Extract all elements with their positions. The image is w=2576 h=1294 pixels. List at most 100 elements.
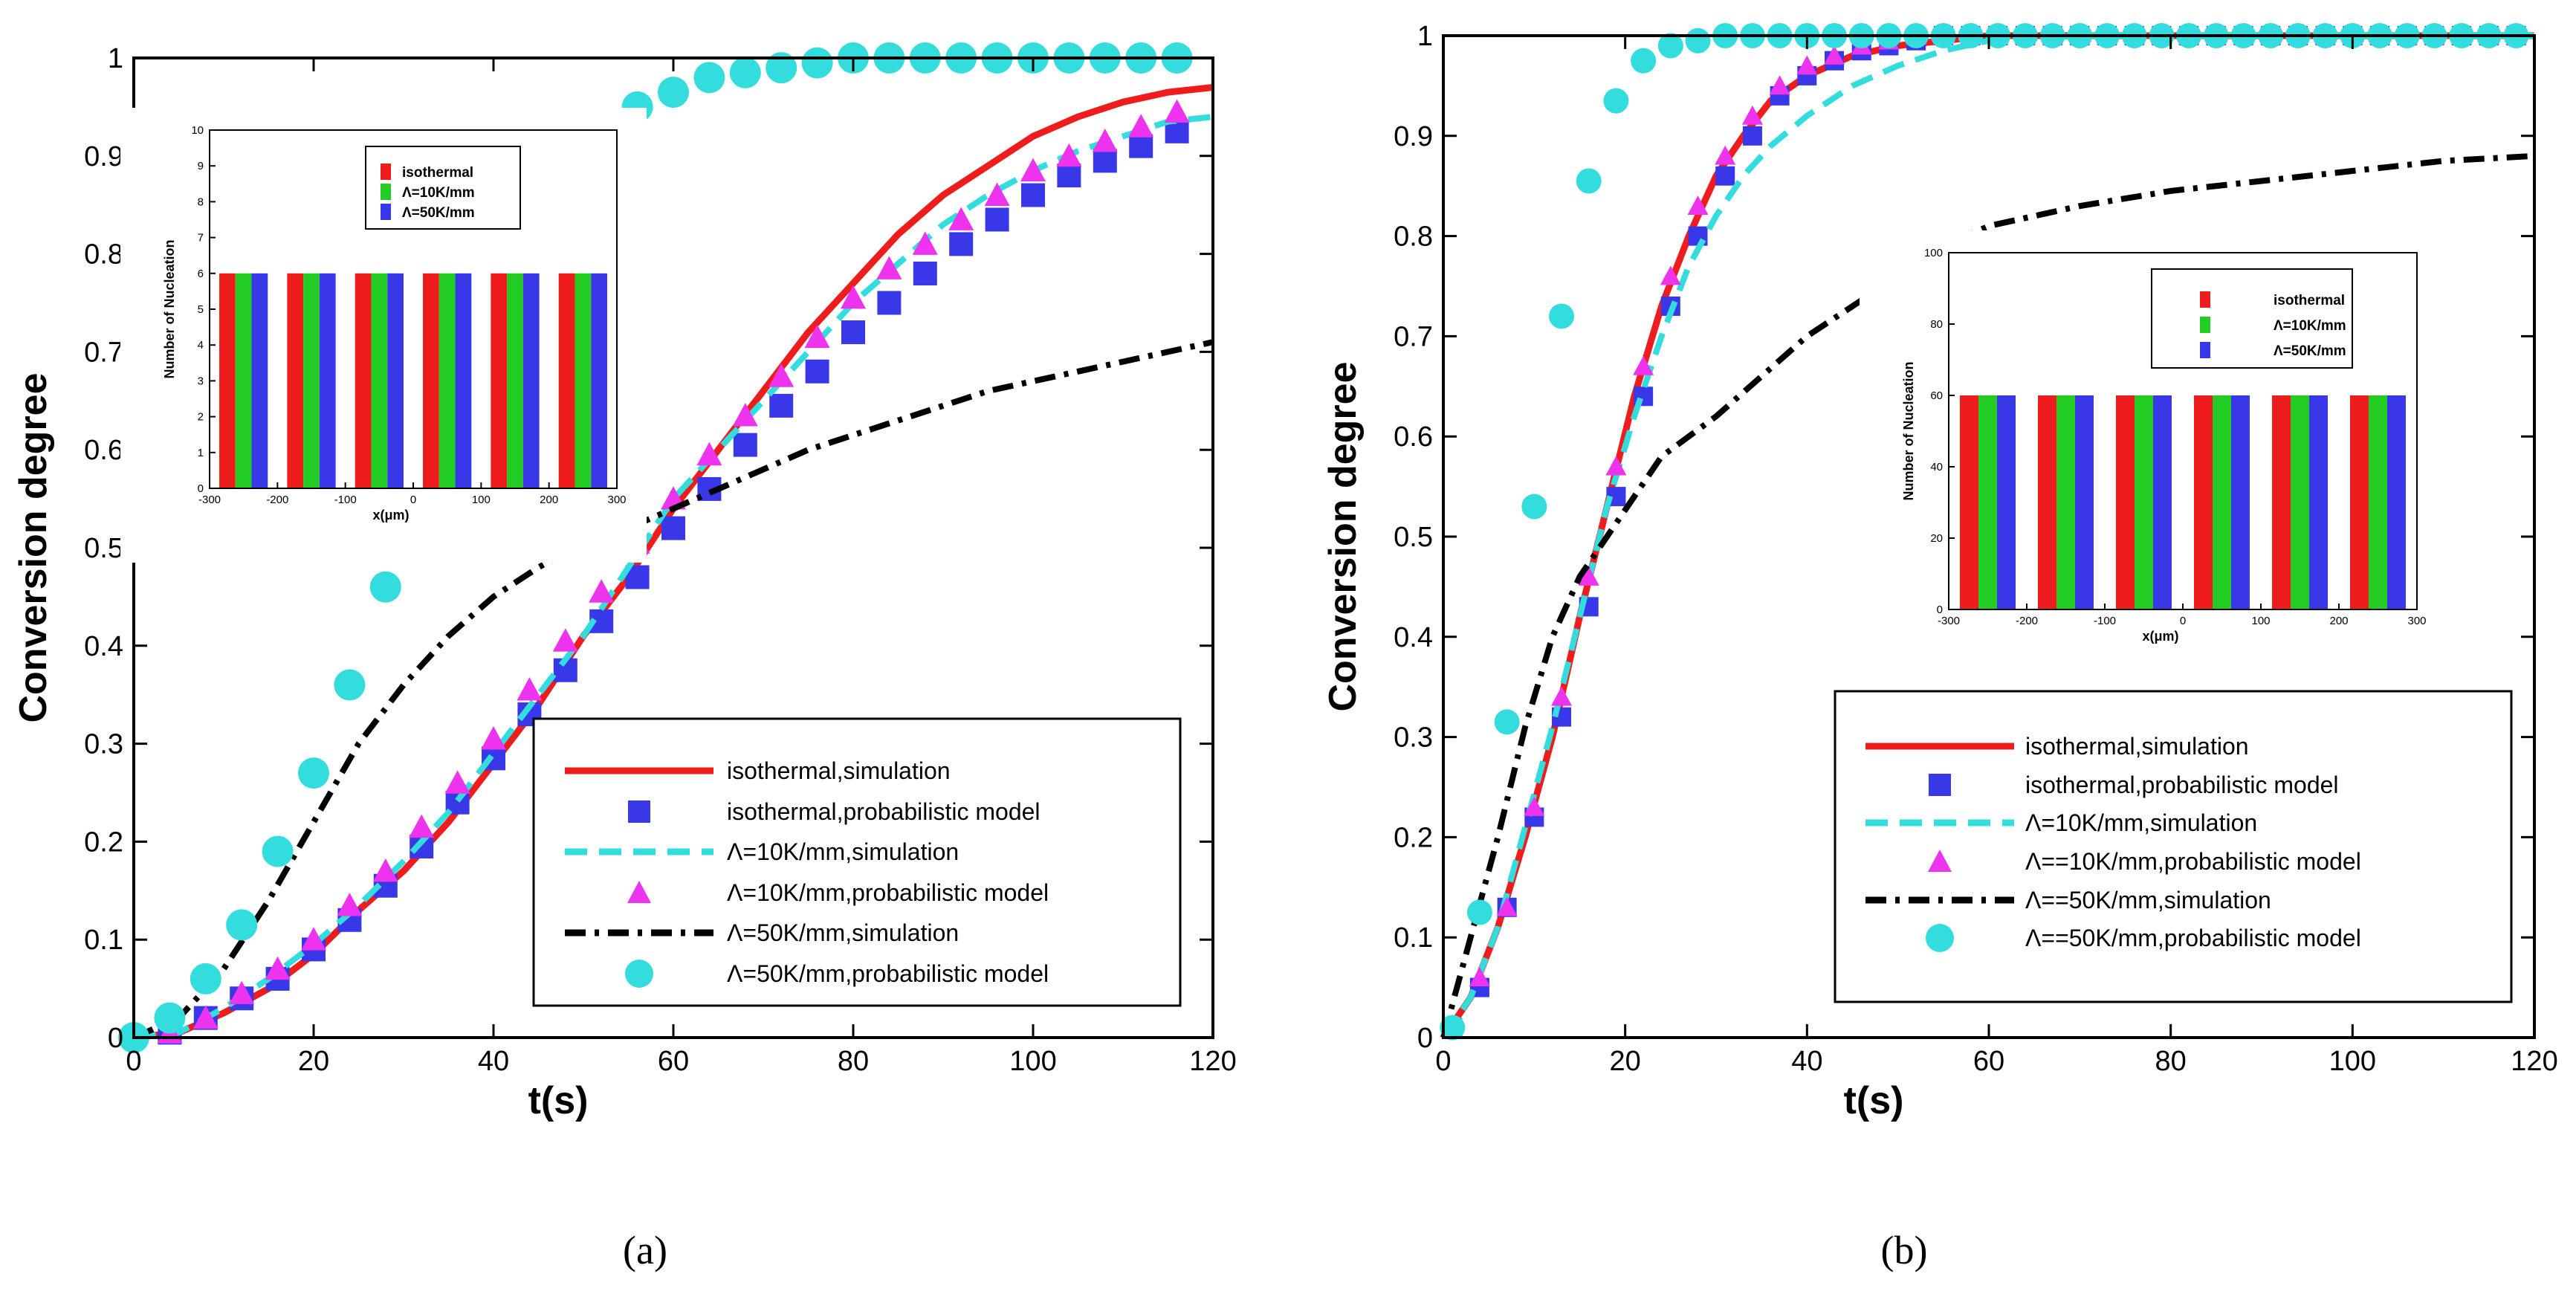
data-point	[337, 893, 363, 916]
inset-bar	[2075, 395, 2094, 609]
data-point	[481, 726, 506, 750]
data-point	[769, 393, 794, 418]
data-point	[1549, 303, 1575, 329]
legend-item: Λ=50K/mm,simulation	[565, 919, 959, 946]
inset-bar	[2153, 395, 2172, 609]
x-tick-label: 0	[1435, 1046, 1451, 1077]
data-point	[552, 628, 578, 652]
inset-y-tick-label: 0	[1937, 604, 1943, 616]
y-tick-label: 0.7	[1394, 321, 1433, 352]
legend-swatch	[1926, 924, 1954, 952]
figure-caption: (a)	[623, 1228, 667, 1272]
legend-label: Λ=10K/mm,simulation	[2025, 809, 2257, 836]
inset-x-axis-title: x(μm)	[2142, 629, 2178, 644]
data-point	[1715, 145, 1736, 165]
x-tick-label: 60	[658, 1046, 689, 1077]
legend-item: isothermal,probabilistic model	[628, 798, 1041, 825]
legend-label: Λ=50K/mm,simulation	[727, 919, 959, 946]
legend-item: Λ=50K/mm,probabilistic model	[625, 960, 1049, 988]
inset-y-tick-label: 0	[198, 482, 204, 495]
x-tick-label: 0	[126, 1046, 141, 1077]
data-point	[369, 571, 401, 603]
inset-y-tick-label: 40	[1930, 461, 1943, 473]
y-tick-label: 0.9	[1394, 121, 1433, 152]
y-tick-label: 0.3	[1394, 722, 1433, 754]
data-point	[841, 320, 865, 345]
inset-bar	[1960, 395, 1978, 609]
inset-x-tick-label: -100	[2094, 615, 2116, 627]
inset-x-tick-label: 200	[540, 494, 558, 506]
inset-bar	[591, 273, 607, 488]
x-tick-label: 120	[1189, 1046, 1236, 1077]
y-tick-label: 0.2	[84, 826, 123, 858]
y-tick-label: 0	[1417, 1023, 1433, 1054]
inset-bar	[355, 273, 372, 488]
inset-y-axis-title: Number of Nucleation	[162, 239, 177, 378]
data-point	[1551, 686, 1573, 706]
x-tick-label: 20	[1610, 1046, 1641, 1077]
data-point	[696, 441, 722, 466]
legend-item: isothermal,simulation	[1865, 733, 2249, 760]
inset-chart: -300 -200 -100 0 100 200 300 0 20 40 60 80 100 x(μm) N…	[1860, 230, 2447, 684]
legend-swatch	[625, 960, 653, 988]
inset-x-tick-label: -200	[2016, 615, 2038, 627]
data-point	[226, 909, 258, 941]
data-point	[805, 359, 829, 384]
inset-chart: -300 -200 -100 0 100 200 300 0 1 2 3 4 5 6 7 8 9 10 x(μm) N…	[120, 108, 647, 563]
legend-swatch	[627, 881, 651, 903]
inset-bar	[219, 273, 236, 488]
inset-bar	[2387, 395, 2406, 609]
inset-legend-label: Λ=50K/mm	[2274, 343, 2346, 359]
inset-legend-swatch	[2200, 317, 2210, 333]
series-line	[132, 339, 1214, 1041]
data-point	[1824, 45, 1845, 65]
x-tick-label: 60	[1973, 1046, 2004, 1077]
y-tick-label: 1	[1417, 21, 1433, 52]
data-point	[517, 677, 543, 701]
inset-y-axis-title: Number of Nucleation	[1901, 361, 1916, 500]
data-point	[949, 232, 974, 256]
chart-a: 0 20 40 60 80 100 12000.10.20.30.40.50.60.70.8…	[12, 42, 1237, 1272]
inset-y-tick-label: 4	[198, 339, 204, 352]
inset-bar	[2291, 395, 2309, 609]
legend-label: isothermal,probabilistic model	[2025, 771, 2339, 798]
inset-x-tick-label: 0	[2180, 615, 2186, 627]
legend-label: isothermal,probabilistic model	[727, 798, 1041, 825]
data-point	[262, 835, 294, 867]
data-point	[1603, 88, 1629, 114]
x-tick-label: 20	[298, 1046, 329, 1077]
x-axis-title: t(s)	[528, 1079, 589, 1122]
inset-y-tick-label: 60	[1930, 389, 1943, 402]
data-point	[877, 291, 902, 315]
data-point	[1660, 265, 1681, 285]
y-tick-label: 0.6	[84, 435, 123, 466]
y-tick-label: 0.8	[84, 239, 123, 271]
legend-label: isothermal,simulation	[727, 757, 951, 784]
data-point	[1164, 99, 1190, 123]
data-point	[1633, 355, 1654, 375]
inset-bar	[2116, 395, 2135, 609]
y-tick-label: 0.4	[1394, 622, 1433, 653]
data-point	[876, 256, 902, 279]
data-point	[1631, 48, 1657, 74]
data-point	[766, 52, 797, 84]
inset-bar	[319, 273, 336, 488]
inset-y-tick-label: 100	[1924, 247, 1943, 259]
data-point	[1715, 166, 1735, 186]
inset-legend-label: Λ=50K/mm	[402, 205, 475, 221]
data-point	[1796, 55, 1818, 75]
inset-bar	[1997, 395, 2016, 609]
inset-legend-box	[365, 146, 521, 230]
data-point	[912, 231, 938, 255]
data-point	[1524, 796, 1545, 816]
y-tick-label: 0.7	[84, 337, 123, 368]
legend-item: Λ=10K/mm,simulation	[565, 838, 959, 865]
data-point	[301, 927, 326, 951]
inset-legend-box	[2151, 268, 2353, 369]
inset-bar	[2056, 395, 2075, 609]
inset-y-tick-label: 3	[198, 375, 204, 387]
legend-swatch	[1929, 774, 1951, 796]
x-tick-label: 40	[478, 1046, 509, 1077]
data-point	[409, 814, 435, 838]
